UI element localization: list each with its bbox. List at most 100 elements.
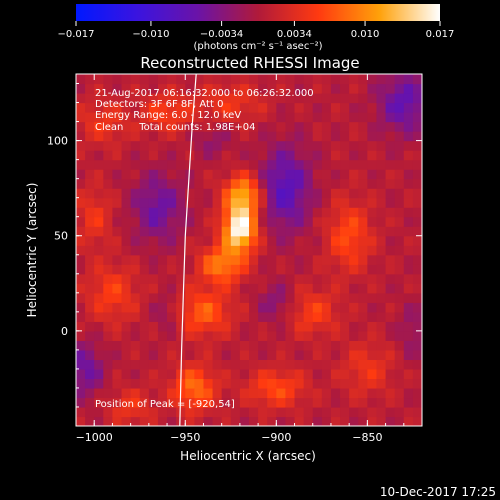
heatmap-cell (276, 302, 287, 313)
heatmap-cell (303, 159, 314, 170)
heatmap-cell (394, 188, 405, 199)
heatmap-cell (85, 368, 95, 380)
heatmap-cell (321, 150, 332, 161)
heatmap-cell (239, 197, 250, 208)
heatmap-cell (340, 302, 350, 313)
heatmap-cell (249, 207, 259, 218)
heatmap-cell (103, 188, 114, 199)
heatmap-cell (139, 235, 150, 246)
heatmap-cell (194, 311, 205, 322)
heatmap-cell (303, 273, 314, 284)
heatmap-cell (112, 378, 123, 389)
heatmap-cell (94, 302, 104, 313)
heatmap-cell (194, 235, 205, 246)
heatmap-cell (239, 340, 250, 351)
heatmap-cell (167, 112, 177, 123)
heatmap-cell (358, 112, 368, 123)
heatmap-cell (285, 378, 296, 389)
heatmap-cell (203, 83, 214, 94)
heatmap-cell (194, 102, 205, 113)
heatmap-cell (276, 254, 287, 265)
heatmap-cell (85, 188, 95, 199)
heatmap-cell (221, 254, 232, 265)
heatmap-cell (340, 387, 350, 399)
heatmap-cell (412, 121, 422, 132)
heatmap-cell (276, 264, 287, 275)
heatmap-cell (249, 330, 259, 341)
heatmap-cell (176, 273, 186, 284)
heatmap-cell (94, 121, 104, 132)
heatmap-cell (303, 140, 314, 151)
heatmap-cell (203, 330, 214, 341)
heatmap-cell (285, 311, 296, 322)
heatmap-cell (258, 264, 268, 275)
heatmap-cell (176, 188, 186, 199)
annotation-time-range: 21-Aug-2017 06:16:32.000 to 06:26:32.000 (95, 88, 314, 99)
heatmap-cell (258, 378, 268, 389)
heatmap-cell (403, 416, 414, 426)
heatmap-cell (312, 121, 323, 132)
heatmap-cell (367, 121, 378, 132)
heatmap-cell (349, 74, 359, 85)
heatmap-cell (212, 83, 223, 94)
heatmap-cell (312, 321, 323, 332)
heatmap-cell (276, 340, 287, 351)
heatmap-cell (321, 368, 332, 380)
heatmap-cell (221, 74, 232, 85)
heatmap-cell (376, 330, 387, 341)
heatmap-cell (139, 159, 150, 170)
heatmap-cell (167, 207, 177, 218)
heatmap-cell (412, 93, 422, 104)
heatmap-cell (76, 368, 86, 380)
heatmap-cell (376, 321, 387, 332)
heatmap-cell (121, 83, 132, 94)
heatmap-cell (112, 321, 123, 332)
heatmap-cell (85, 121, 95, 132)
heatmap-cell (94, 406, 104, 418)
heatmap-cell (258, 216, 268, 227)
heatmap-cell (176, 302, 186, 313)
heatmap-cell (267, 197, 277, 208)
heatmap-cell (230, 178, 241, 189)
heatmap-cell (148, 273, 159, 284)
heatmap-cell (94, 340, 104, 351)
heatmap-cell (294, 340, 305, 351)
heatmap-cell (330, 349, 341, 360)
heatmap-cell (76, 378, 86, 389)
heatmap-cell (185, 416, 195, 426)
heatmap-cell (349, 264, 359, 275)
heatmap-cell (85, 387, 95, 399)
heatmap-cell (385, 283, 396, 294)
heatmap-cell (412, 197, 422, 208)
heatmap-cell (267, 330, 277, 341)
heatmap-cell (203, 235, 214, 246)
heatmap-cell (349, 235, 359, 246)
heatmap-cell (303, 378, 314, 389)
heatmap-cell (367, 311, 378, 322)
heatmap-cell (239, 216, 250, 227)
heatmap-cell (312, 74, 323, 85)
heatmap-cell (94, 397, 104, 408)
heatmap-cell (139, 359, 150, 370)
heatmap-cell (312, 131, 323, 142)
heatmap-cell (212, 245, 223, 256)
heatmap-cell (267, 416, 277, 426)
heatmap-cell (85, 74, 95, 85)
heatmap-cell (376, 311, 387, 322)
heatmap-cell (385, 302, 396, 313)
heatmap-cell (294, 159, 305, 170)
heatmap-cell (330, 93, 341, 104)
heatmap-cell (121, 302, 132, 313)
heatmap-cell (203, 140, 214, 151)
y-tick-label: 100 (47, 135, 68, 148)
heatmap-cell (121, 321, 132, 332)
heatmap-cell (139, 292, 150, 303)
heatmap-cell (367, 197, 378, 208)
heatmap-cell (285, 245, 296, 256)
heatmap-cell (340, 197, 350, 208)
heatmap-cell (276, 83, 287, 94)
heatmap-cell (367, 226, 378, 237)
heatmap-cell (403, 207, 414, 218)
heatmap-cell (403, 359, 414, 370)
heatmap-cell (412, 207, 422, 218)
